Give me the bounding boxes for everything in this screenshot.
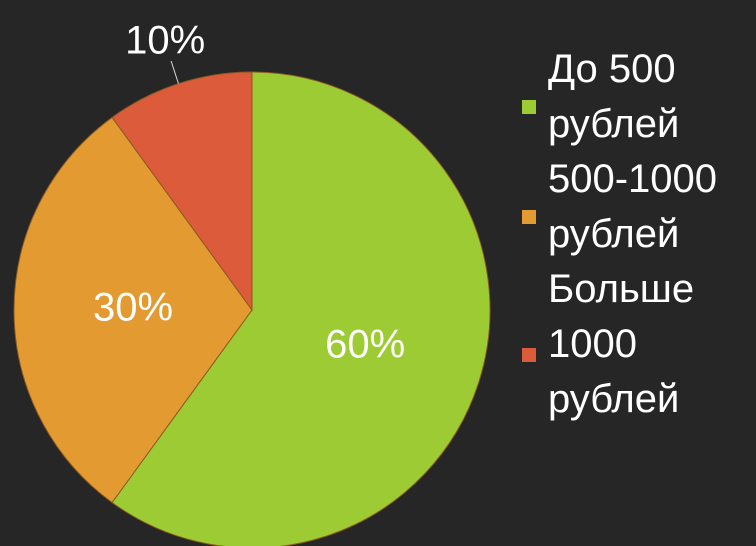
legend-label: Больше 1000 рублей: [548, 267, 695, 421]
data-label: 30%: [93, 286, 173, 330]
legend-swatch: [522, 100, 536, 114]
data-label: 10%: [125, 18, 205, 62]
legend-item: До 500 рублей: [522, 42, 752, 152]
data-label: 60%: [325, 322, 405, 366]
legend-label: До 500 рублей: [548, 47, 680, 146]
pie-slice: [13, 116, 253, 504]
chart: 60% 30% 10%: [13, 18, 491, 546]
pie-slice: [111, 71, 491, 546]
legend-item: 500-1000 рублей: [522, 152, 752, 262]
legend-swatch: [522, 347, 536, 362]
legend-item: Больше 1000 рублей: [522, 262, 752, 427]
legend-label: 500-1000 рублей: [548, 157, 718, 256]
legend: До 500 рублей 500-1000 рублей Больше 1000 …: [522, 42, 752, 427]
leader-line: [170, 60, 179, 84]
legend-swatch: [522, 210, 536, 224]
